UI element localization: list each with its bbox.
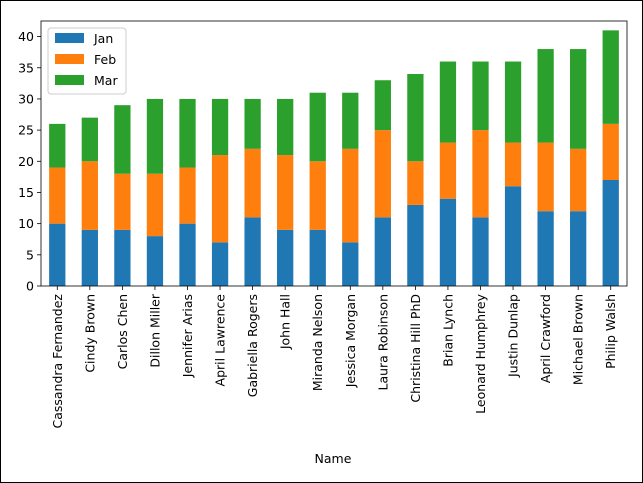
- x-tick-label: Jessica Morgan: [343, 294, 358, 388]
- x-tick-label: Brian Lynch: [440, 294, 455, 367]
- bar-mar-3: [146, 98, 164, 174]
- bar-mar-13: [472, 61, 489, 131]
- bar-feb-10: [374, 130, 391, 218]
- bar-mar-11: [407, 74, 424, 162]
- legend-label-mar: Mar: [94, 73, 118, 88]
- x-tick-label: Gabriella Rogers: [245, 294, 260, 397]
- bar-feb-7: [277, 155, 294, 230]
- bar-feb-17: [602, 123, 619, 180]
- bar-jan-7: [277, 229, 294, 286]
- bar-mar-9: [342, 92, 359, 149]
- legend-swatch-mar: [55, 75, 84, 85]
- x-tick-label: Laura Robinson: [375, 294, 390, 391]
- x-tick-label: Dillon Miller: [147, 293, 162, 367]
- x-tick-label: John Hall: [278, 294, 293, 350]
- legend-label-feb: Feb: [94, 52, 116, 67]
- bar-jan-17: [602, 180, 619, 286]
- bar-jan-3: [146, 236, 164, 286]
- x-tick-label: Jennifer Arias: [180, 294, 195, 378]
- bar-mar-5: [211, 98, 229, 156]
- bar-jan-8: [309, 229, 326, 286]
- y-tick-label: 40: [18, 29, 34, 44]
- bars-layer: [49, 30, 619, 286]
- bar-mar-4: [179, 98, 196, 168]
- bar-mar-10: [374, 80, 391, 131]
- x-tick-label: April Crawford: [538, 294, 553, 383]
- x-tick-label: Cindy Brown: [82, 294, 97, 373]
- bar-feb-4: [179, 167, 196, 224]
- bar-feb-0: [49, 167, 66, 224]
- bar-feb-3: [146, 173, 164, 237]
- x-tick-label: Philip Walsh: [603, 294, 618, 369]
- bar-jan-9: [342, 242, 359, 286]
- bar-feb-16: [570, 148, 587, 212]
- bar-feb-6: [244, 148, 261, 218]
- bar-mar-15: [537, 49, 554, 143]
- bar-mar-7: [277, 98, 294, 156]
- bar-mar-6: [244, 98, 261, 149]
- x-axis: Cassandra Fernandez Cindy Brown Carlos Che…: [50, 286, 618, 429]
- bar-feb-5: [211, 155, 229, 243]
- bar-jan-6: [244, 217, 261, 286]
- legend-label-jan: Jan: [93, 31, 113, 46]
- x-axis-label: Name: [315, 451, 352, 466]
- bar-feb-14: [504, 142, 522, 187]
- x-tick-label: Christina Hill PhD: [408, 294, 423, 403]
- bar-jan-12: [439, 198, 457, 286]
- bar-mar-12: [439, 61, 457, 143]
- bar-jan-16: [570, 211, 587, 286]
- bar-mar-16: [570, 49, 587, 149]
- bar-mar-1: [81, 117, 98, 162]
- y-tick-label: 0: [26, 279, 34, 294]
- x-tick-label: Carlos Chen: [115, 294, 130, 369]
- bar-mar-14: [504, 61, 522, 143]
- bar-feb-13: [472, 130, 489, 218]
- bar-mar-17: [602, 30, 619, 124]
- x-tick-label: Leonard Humphrey: [473, 293, 488, 413]
- x-tick-label: Miranda Nelson: [310, 294, 325, 391]
- bar-jan-15: [537, 211, 554, 286]
- bar-feb-9: [342, 148, 359, 243]
- x-tick-label: Justin Dunlap: [506, 294, 521, 378]
- y-tick-label: 20: [18, 154, 34, 169]
- y-tick-label: 5: [26, 247, 34, 262]
- y-tick-label: 10: [18, 216, 34, 231]
- y-tick-label: 25: [18, 123, 34, 138]
- bar-feb-12: [439, 142, 457, 199]
- plot-area-frame: [40, 20, 628, 287]
- bar-feb-2: [114, 173, 131, 230]
- bar-mar-0: [49, 123, 66, 168]
- bar-feb-15: [537, 142, 554, 212]
- x-tick-label: Cassandra Fernandez: [50, 294, 65, 429]
- bar-mar-8: [309, 92, 326, 162]
- bar-mar-2: [114, 105, 131, 174]
- bar-jan-2: [114, 229, 131, 286]
- y-tick-label: 35: [18, 60, 34, 75]
- bar-feb-11: [407, 161, 424, 205]
- x-tick-label: Michael Brown: [571, 294, 586, 385]
- y-tick-label: 30: [18, 91, 34, 106]
- bar-feb-8: [309, 161, 326, 230]
- bar-feb-1: [81, 161, 98, 230]
- bar-jan-11: [407, 204, 424, 286]
- bar-jan-14: [504, 186, 522, 286]
- legend-swatch-feb: [55, 54, 84, 64]
- bar-jan-5: [211, 242, 229, 286]
- x-tick-label: April Lawrence: [213, 294, 228, 387]
- y-tick-label: 15: [18, 185, 34, 200]
- bar-jan-13: [472, 217, 489, 286]
- bar-jan-1: [81, 229, 98, 286]
- bar-jan-4: [179, 223, 196, 286]
- legend-swatch-jan: [55, 33, 84, 43]
- bar-jan-10: [374, 217, 391, 286]
- y-axis: 0 5 10 15 20 25 30 35 40: [18, 29, 41, 294]
- bar-jan-0: [49, 223, 66, 286]
- legend: Jan Feb Mar: [47, 27, 127, 95]
